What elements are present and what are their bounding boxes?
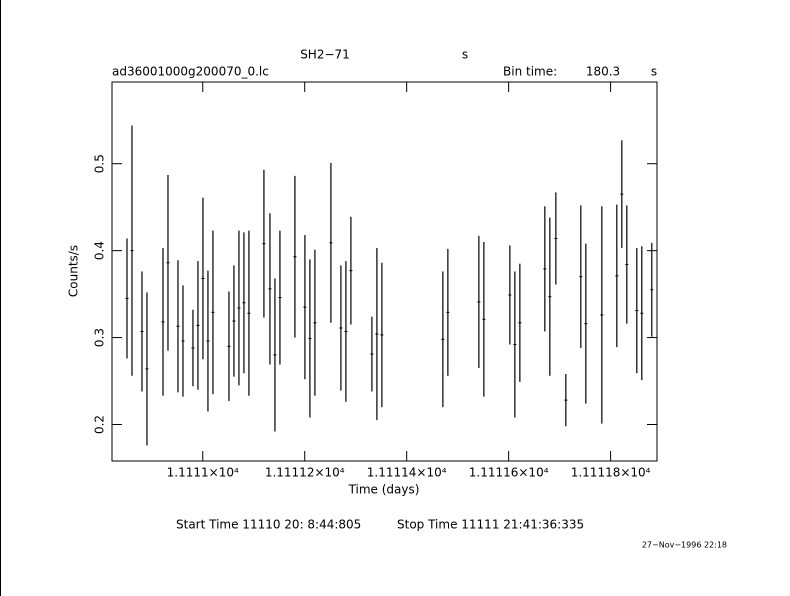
data-point — [446, 311, 450, 313]
data-point — [441, 338, 445, 340]
data-point — [564, 399, 568, 401]
x-tick-label: 1.11118×10⁴ — [571, 466, 651, 480]
data-point — [273, 354, 277, 356]
x-tick-label: 1.11112×10⁴ — [265, 466, 345, 480]
data-point — [375, 333, 379, 335]
data-point — [513, 344, 517, 346]
data-point — [125, 297, 129, 299]
data-point — [262, 243, 266, 245]
data-point — [640, 312, 644, 314]
data-point — [620, 193, 624, 195]
stop-time: Stop Time 11111 21:41:36:335 — [397, 518, 584, 532]
data-point — [554, 237, 558, 239]
data-point — [313, 322, 317, 324]
data-point — [293, 256, 297, 258]
data-point — [247, 312, 251, 314]
data-point — [584, 323, 588, 325]
data-point — [196, 324, 200, 326]
data-point — [625, 264, 629, 266]
data-point — [211, 311, 215, 313]
data-point — [380, 334, 384, 336]
data-point — [201, 277, 205, 279]
x-tick-label: 1.1111×10⁴ — [167, 466, 239, 480]
data-point — [482, 318, 486, 320]
subtitle: ad36001000g200070_0.lc — [112, 65, 269, 79]
x-tick-label: 1.11116×10⁴ — [469, 466, 549, 480]
y-axis-label: Counts/s — [67, 245, 81, 297]
x-tick-label: 1.11114×10⁴ — [367, 466, 447, 480]
y-tick-label: 0.5 — [93, 154, 107, 173]
data-point — [145, 368, 149, 370]
chart-title: SH2−71 — [300, 48, 350, 62]
data-point — [161, 321, 165, 323]
data-point — [237, 307, 241, 309]
data-point — [278, 297, 282, 299]
data-point — [349, 270, 353, 272]
title-unit: s — [462, 48, 468, 62]
data-point — [543, 268, 547, 270]
data-point — [635, 310, 639, 312]
data-point — [600, 314, 604, 316]
data-point — [339, 327, 343, 329]
x-axis-label: Time (days) — [348, 483, 420, 497]
data-point — [268, 288, 272, 290]
data-point — [370, 353, 374, 355]
y-tick-label: 0.2 — [93, 415, 107, 434]
data-point — [227, 345, 231, 347]
data-point — [518, 322, 522, 324]
data-point — [191, 347, 195, 349]
data-point — [579, 276, 583, 278]
data-point — [329, 242, 333, 244]
bin-time-label: Bin time: — [503, 65, 557, 79]
data-point — [140, 330, 144, 332]
data-point — [176, 325, 180, 327]
data-point — [181, 340, 185, 342]
data-point — [232, 320, 236, 322]
plot-frame — [111, 81, 658, 462]
y-tick-label: 0.4 — [93, 241, 107, 260]
data-point — [130, 250, 134, 252]
data-point — [166, 262, 170, 264]
data-point — [508, 294, 512, 296]
data-point — [477, 301, 481, 303]
data-point — [242, 302, 246, 304]
data-point — [344, 330, 348, 332]
bin-time: 180.3 — [586, 65, 620, 79]
data-point — [303, 306, 307, 308]
start-time: Start Time 11110 20: 8:44:805 — [176, 518, 361, 532]
data-point — [206, 340, 210, 342]
y-tick-label: 0.3 — [93, 328, 107, 347]
data-point — [650, 289, 654, 291]
data-point — [548, 296, 552, 298]
data-point — [615, 275, 619, 277]
timestamp: 27−Nov−1996 22:18 — [642, 541, 727, 550]
bin-time-unit: s — [651, 65, 657, 79]
data-point — [308, 337, 312, 339]
